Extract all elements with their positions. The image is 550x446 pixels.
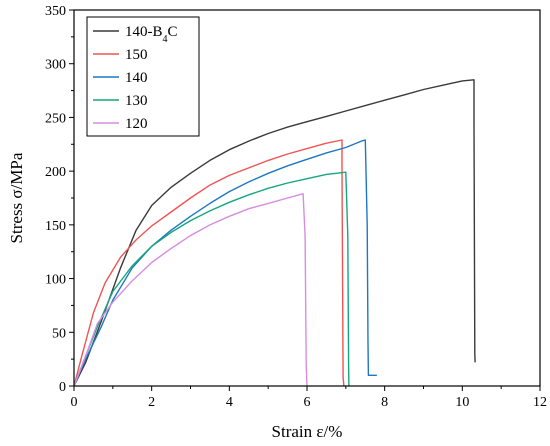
series-line-130 (73, 171, 350, 387)
y-tick-label: 350 (45, 4, 66, 19)
y-tick-label: 50 (52, 326, 66, 341)
x-axis-title: Strain ε/% (272, 422, 343, 441)
x-tick-label: 6 (304, 395, 311, 410)
y-tick-label: 200 (45, 165, 66, 180)
legend-label: 130 (125, 93, 148, 109)
series-lines (73, 79, 476, 387)
y-axis-title: Stress σ/MPa (7, 152, 26, 243)
series-line-140 (73, 139, 377, 387)
x-tick-label: 10 (455, 395, 469, 410)
legend-label: 120 (125, 116, 148, 132)
y-tick-label: 100 (45, 273, 66, 288)
plot-frame (73, 9, 541, 387)
x-tick-label: 12 (533, 395, 547, 410)
x-tick-label: 0 (71, 395, 78, 410)
series-line-150 (73, 139, 345, 387)
series-line-120 (73, 193, 308, 387)
x-tick-label: 8 (381, 395, 388, 410)
legend-label: 140 (125, 70, 148, 86)
y-tick-label: 300 (45, 58, 66, 73)
legend-label: 150 (125, 47, 148, 63)
x-tick-label: 2 (148, 395, 155, 410)
y-tick-label: 0 (59, 380, 66, 395)
series-line-140-b4c (73, 79, 476, 387)
x-tick-label: 4 (226, 395, 233, 410)
y-tick-label: 250 (45, 111, 66, 126)
y-tick-label: 150 (45, 219, 66, 234)
